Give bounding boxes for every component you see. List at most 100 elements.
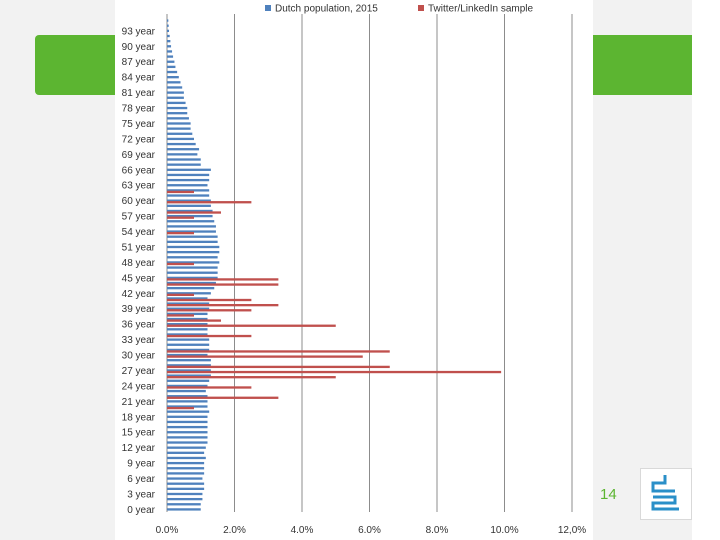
bar-twitter-linkedin — [167, 283, 279, 286]
bar-dutch-population — [167, 204, 211, 207]
bar-dutch-population — [167, 142, 196, 146]
bar-dutch-population — [167, 292, 211, 295]
bar-dutch-population — [167, 467, 205, 470]
y-tick-label: 54 year — [122, 227, 156, 238]
bar-twitter-linkedin — [167, 319, 221, 322]
slide-right-margin — [692, 0, 720, 540]
y-tick-label: 45 year — [122, 273, 156, 284]
bar-dutch-population — [167, 240, 218, 244]
y-tick-label: 36 year — [122, 320, 156, 331]
bar-dutch-population — [167, 286, 215, 290]
bar-dutch-population — [167, 153, 198, 156]
bar-dutch-population — [167, 106, 188, 110]
bar-twitter-linkedin — [167, 216, 194, 219]
header-accent-bar-left — [35, 35, 115, 95]
bar-dutch-population — [167, 230, 216, 233]
y-tick-label: 30 year — [122, 351, 156, 362]
legend-label: Dutch population, 2015 — [275, 4, 378, 15]
x-tick-label: 4.0% — [291, 525, 314, 536]
legend-swatch — [418, 5, 424, 11]
bar-dutch-population — [167, 76, 179, 79]
y-tick-label: 6 year — [127, 474, 155, 485]
bar-dutch-population — [167, 410, 210, 413]
y-tick-label: 33 year — [122, 335, 156, 346]
bar-dutch-population — [167, 70, 178, 74]
y-tick-label: 0 year — [127, 505, 155, 516]
bar-twitter-linkedin — [167, 334, 252, 338]
bar-dutch-population — [167, 220, 215, 223]
bar-dutch-population — [167, 441, 208, 444]
y-tick-label: 57 year — [122, 212, 156, 223]
bar-twitter-linkedin — [167, 350, 390, 353]
bar-dutch-population — [167, 178, 210, 182]
bar-dutch-population — [167, 492, 203, 496]
bar-dutch-population — [167, 65, 176, 69]
bar-dutch-population — [167, 281, 216, 285]
bar-twitter-linkedin — [167, 309, 252, 312]
bar-dutch-population — [167, 312, 208, 316]
y-tick-label: 81 year — [122, 88, 156, 99]
y-tick-label: 9 year — [127, 459, 155, 470]
y-tick-label: 93 year — [122, 26, 156, 37]
bar-dutch-population — [167, 50, 173, 53]
bar-dutch-population — [167, 343, 210, 346]
y-tick-label: 60 year — [122, 196, 156, 207]
bar-dutch-population — [167, 256, 218, 259]
bar-dutch-population — [167, 39, 171, 43]
bar-dutch-population — [167, 307, 210, 310]
bar-dutch-population — [167, 297, 208, 300]
x-tick-label: 0.0% — [156, 525, 179, 536]
legend-swatch — [265, 5, 271, 11]
bar-twitter-linkedin — [167, 293, 194, 297]
bar-twitter-linkedin — [167, 324, 336, 327]
y-tick-label: 27 year — [122, 366, 156, 377]
bar-dutch-population — [167, 235, 218, 238]
x-tick-label: 10.0% — [490, 525, 518, 536]
bar-dutch-population — [167, 276, 218, 280]
bar-dutch-population — [167, 477, 203, 480]
bar-dutch-population — [167, 415, 208, 418]
bar-dutch-population — [167, 348, 210, 352]
y-tick-label: 48 year — [122, 258, 156, 269]
bar-twitter-linkedin — [167, 201, 252, 204]
bar-dutch-population — [167, 163, 201, 166]
bar-dutch-population — [167, 482, 205, 485]
bar-dutch-population — [167, 19, 169, 22]
bar-dutch-population — [167, 122, 191, 125]
bar-dutch-population — [167, 338, 210, 341]
bar-twitter-linkedin — [167, 376, 336, 379]
bar-twitter-linkedin — [167, 190, 194, 194]
bar-dutch-population — [167, 364, 211, 367]
bar-dutch-population — [167, 436, 208, 439]
bar-dutch-population — [167, 503, 201, 506]
page-number: 14 — [600, 486, 617, 503]
y-tick-label: 18 year — [122, 412, 156, 423]
bar-dutch-population — [167, 24, 169, 27]
bar-dutch-population — [167, 420, 208, 424]
bar-dutch-population — [167, 184, 208, 187]
bar-dutch-population — [167, 374, 211, 377]
bar-dutch-population — [167, 34, 170, 38]
x-tick-label: 6.0% — [358, 525, 381, 536]
y-tick-label: 3 year — [127, 489, 155, 500]
bar-dutch-population — [167, 369, 211, 372]
y-tick-label: 75 year — [122, 119, 156, 130]
bar-dutch-population — [167, 261, 220, 264]
bar-dutch-population — [167, 96, 184, 99]
bar-dutch-population — [167, 359, 211, 362]
bar-dutch-population — [167, 271, 218, 274]
bar-dutch-population — [167, 168, 211, 171]
bar-dutch-population — [167, 302, 210, 305]
bar-dutch-population — [167, 91, 184, 94]
x-tick-label: 8.0% — [426, 525, 449, 536]
bar-dutch-population — [167, 137, 194, 141]
bar-dutch-population — [167, 81, 181, 84]
bar-dutch-population — [167, 209, 213, 213]
bar-dutch-population — [167, 405, 208, 408]
bar-dutch-population — [167, 400, 208, 403]
y-tick-label: 24 year — [122, 381, 156, 392]
bar-dutch-population — [167, 194, 210, 197]
y-tick-label: 39 year — [122, 304, 156, 315]
bar-dutch-population — [167, 328, 208, 331]
bar-twitter-linkedin — [167, 396, 279, 399]
